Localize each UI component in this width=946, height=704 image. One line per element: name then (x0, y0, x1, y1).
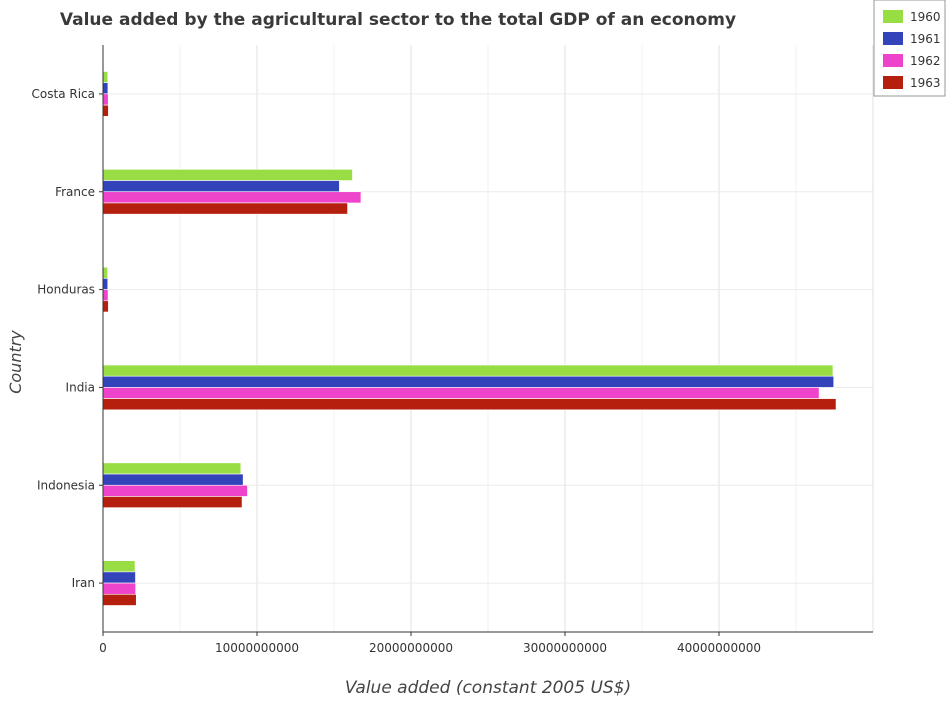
bar-1960-india (102, 364, 834, 377)
bar-1963-india (102, 398, 837, 411)
legend: 1960 1961 1962 1963 (873, 0, 946, 97)
bar-1961-indonesia (102, 473, 244, 486)
legend-swatch (883, 76, 903, 89)
bar-1960-honduras (102, 266, 108, 279)
bar-1960-france (102, 169, 353, 181)
bar-1962-france (102, 191, 362, 204)
bar-1960-indonesia (102, 462, 242, 475)
plot-bars (102, 71, 837, 606)
bar-1960-iran (102, 560, 136, 573)
bar-1962-indonesia (102, 484, 248, 497)
legend-label: 1963 (910, 76, 941, 90)
bar-1961-honduras (102, 278, 109, 290)
legend-swatch (883, 54, 903, 67)
bar-1963-france (102, 202, 348, 215)
plot-grid (102, 45, 874, 632)
x-tick-label: 20000000000 (369, 641, 453, 655)
y-tick-label: Iran (72, 576, 95, 590)
x-axis-label: Value added (constant 2005 US$) (345, 678, 631, 698)
x-tick-label: 0 (99, 641, 107, 655)
y-tick-label: Costa Rica (32, 87, 95, 101)
bar-1962-honduras (102, 289, 109, 302)
bar-1962-india (102, 387, 820, 399)
y-tick-label: Indonesia (37, 478, 95, 492)
bar-1963-honduras (102, 300, 109, 313)
y-tick-label: India (66, 380, 95, 394)
bar-1963-indonesia (102, 496, 243, 508)
bar-1962-iran (102, 582, 136, 595)
bar-1963-iran (102, 593, 137, 606)
legend-label: 1962 (910, 54, 941, 68)
y-axis-label: Country (6, 330, 25, 394)
bar-1961-india (102, 375, 835, 388)
bar-1961-france (102, 180, 340, 193)
chart-title: Value added by the agricultural sector t… (60, 10, 736, 30)
legend-swatch (883, 10, 903, 23)
y-tick-label: France (55, 185, 95, 199)
x-tick-label: 30000000000 (523, 641, 607, 655)
legend-swatch (883, 32, 903, 45)
legend-label: 1960 (910, 10, 941, 24)
bar-1961-costa-rica (102, 82, 109, 95)
y-tick-label: Honduras (37, 283, 95, 297)
bar-1962-costa-rica (102, 93, 109, 106)
plot-axes: 0 10000000000 20000000000 30000000000 400000… (32, 45, 873, 655)
bar-1963-costa-rica (102, 104, 109, 117)
bar-1961-iran (102, 571, 136, 584)
x-tick-label: 40000000000 (677, 641, 761, 655)
legend-label: 1961 (910, 32, 941, 46)
x-tick-label: 10000000000 (215, 641, 299, 655)
bar-1960-costa-rica (102, 71, 109, 84)
